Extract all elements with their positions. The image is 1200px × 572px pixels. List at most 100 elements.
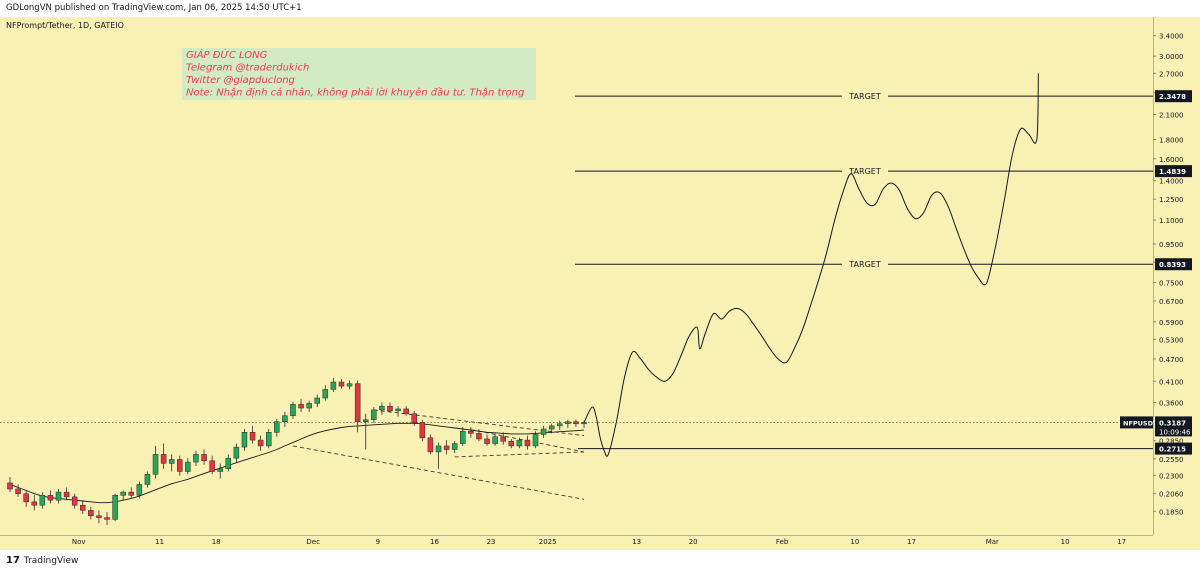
candle-body-21 bbox=[177, 459, 183, 472]
y-tick-label-16: 0.4700 bbox=[1159, 356, 1184, 364]
x-tick-label-14: 10 bbox=[1061, 538, 1070, 546]
candle-body-67 bbox=[548, 425, 555, 430]
candle-body-15 bbox=[128, 491, 135, 496]
candle-body-68 bbox=[557, 423, 563, 427]
y-tick-label-12: 0.7500 bbox=[1159, 280, 1184, 288]
candle-body-28 bbox=[233, 446, 240, 459]
x-tick-label-12: 17 bbox=[907, 538, 916, 546]
y-tick-label-18: 0.3600 bbox=[1159, 399, 1184, 407]
tradingview-logo-icon: 17 bbox=[6, 555, 20, 566]
y-tick-label-7: 1.4000 bbox=[1159, 178, 1184, 186]
y-tick-label-13: 0.6700 bbox=[1159, 298, 1184, 306]
moving-average-line bbox=[9, 422, 585, 504]
chart-area[interactable]: NFPrompt/Tether, 1D, GATEIO 3.4000 3.0000 2… bbox=[0, 17, 1200, 550]
symbol-label: NFPrompt/Tether, 1D, GATEIO bbox=[6, 21, 124, 30]
level-price-tag-2 bbox=[1155, 258, 1192, 271]
projection-path bbox=[583, 73, 1039, 457]
candle-body-39 bbox=[322, 389, 329, 399]
candle-body-69 bbox=[565, 421, 571, 425]
candle-body-19 bbox=[160, 454, 167, 464]
y-tick-label-23: 0.2060 bbox=[1159, 491, 1184, 499]
candle-body-1 bbox=[15, 488, 21, 494]
candle-body-56 bbox=[460, 430, 466, 444]
y-tick-label-22: 0.2300 bbox=[1159, 473, 1184, 481]
x-tick-label-4: 9 bbox=[376, 538, 380, 546]
candle-body-60 bbox=[492, 436, 498, 444]
candle-body-29 bbox=[241, 432, 248, 448]
level-label-bg-0 bbox=[842, 90, 888, 103]
tradingview-brand: TradingView bbox=[23, 555, 79, 566]
plot-background bbox=[0, 17, 1153, 535]
x-tick-label-13: Mar bbox=[986, 538, 999, 546]
publish-header: GDLongVN published on TradingView.com, J… bbox=[0, 0, 1200, 17]
candle-body-46 bbox=[379, 405, 385, 411]
candle-body-13 bbox=[112, 495, 118, 520]
y-tick-label-20: 0.2850 bbox=[1159, 438, 1184, 446]
level-label-2: TARGET bbox=[848, 260, 881, 269]
candle-body-30 bbox=[249, 432, 256, 441]
trendline-1 bbox=[373, 409, 585, 437]
candle-body-65 bbox=[532, 434, 539, 447]
note-box bbox=[182, 48, 536, 100]
candle-body-43 bbox=[354, 383, 361, 422]
last-price-tag-bg bbox=[1155, 416, 1192, 437]
symbol-tag-bg bbox=[1120, 416, 1153, 429]
level-price-tag-3 bbox=[1155, 442, 1192, 455]
y-tick-label-0: 3.4000 bbox=[1159, 33, 1184, 41]
x-tick-label-2: 18 bbox=[212, 538, 221, 546]
candle-body-55 bbox=[451, 443, 458, 450]
tradingview-logo[interactable]: 17 TradingView bbox=[6, 555, 78, 566]
candle-body-51 bbox=[419, 422, 426, 439]
x-tick-label-1: 11 bbox=[155, 538, 164, 546]
y-tick-label-17: 0.4100 bbox=[1159, 378, 1184, 386]
candle-body-17 bbox=[144, 474, 151, 485]
x-tick-label-10: Feb bbox=[776, 538, 789, 546]
candle-body-10 bbox=[88, 510, 94, 516]
note-line-3: Note: Nhận định cá nhân, không phải lời … bbox=[186, 87, 524, 99]
last-price-label: 0.3187 bbox=[1159, 419, 1186, 427]
note-line-1: Telegram @traderdukich bbox=[186, 63, 309, 74]
price-chart[interactable]: NFPrompt/Tether, 1D, GATEIO 3.4000 3.0000 2… bbox=[0, 17, 1200, 550]
y-tick-label-2: 2.7000 bbox=[1159, 70, 1184, 78]
candle-body-5 bbox=[47, 495, 54, 501]
level-label-bg-1 bbox=[842, 165, 888, 178]
candle-body-53 bbox=[435, 445, 442, 453]
candle-body-49 bbox=[403, 408, 409, 415]
x-tick-label-7: 2025 bbox=[539, 538, 557, 546]
candle-body-66 bbox=[540, 428, 547, 435]
candle-body-59 bbox=[484, 438, 490, 444]
candle-body-22 bbox=[185, 461, 191, 472]
candle-body-31 bbox=[257, 439, 264, 447]
symbol-tag: NFPUSDT bbox=[1123, 419, 1158, 427]
candle-body-37 bbox=[306, 403, 312, 409]
x-tick-label-0: Nov bbox=[72, 538, 86, 546]
candle-body-33 bbox=[274, 421, 280, 433]
candle-body-23 bbox=[193, 454, 199, 463]
candle-body-41 bbox=[338, 381, 345, 387]
y-tick-label-4: 2.1000 bbox=[1159, 111, 1184, 119]
y-tick-label-24: 0.1850 bbox=[1159, 508, 1184, 516]
trendline-0 bbox=[292, 445, 585, 500]
candle-body-27 bbox=[225, 457, 232, 469]
level-price-tag-1 bbox=[1155, 165, 1192, 178]
candle-body-63 bbox=[516, 439, 523, 447]
candle-body-48 bbox=[395, 408, 401, 412]
candle-body-6 bbox=[55, 491, 62, 501]
footer: 17 TradingView bbox=[0, 550, 1200, 572]
publish-info: GDLongVN published on TradingView.com, J… bbox=[6, 3, 302, 13]
candle-body-70 bbox=[573, 421, 579, 425]
candle-body-52 bbox=[427, 437, 434, 453]
countdown-label: 10:09:46 bbox=[1159, 428, 1191, 436]
level-price-label-1: 1.4839 bbox=[1159, 168, 1186, 176]
y-tick-label-8: 1.2500 bbox=[1159, 196, 1184, 204]
level-label-0: TARGET bbox=[848, 92, 881, 101]
candle-body-38 bbox=[314, 397, 320, 404]
level-price-tag-0 bbox=[1155, 90, 1192, 103]
candle-body-64 bbox=[524, 439, 531, 447]
y-tick-label-10: 0.9500 bbox=[1159, 241, 1184, 249]
note-line-0: GIÁP ĐỨC LONG bbox=[186, 48, 268, 61]
time-axis-background bbox=[0, 535, 1200, 550]
y-tick-label-5: 1.8000 bbox=[1159, 137, 1184, 145]
candle-body-7 bbox=[63, 491, 70, 498]
candle-body-61 bbox=[500, 436, 506, 442]
